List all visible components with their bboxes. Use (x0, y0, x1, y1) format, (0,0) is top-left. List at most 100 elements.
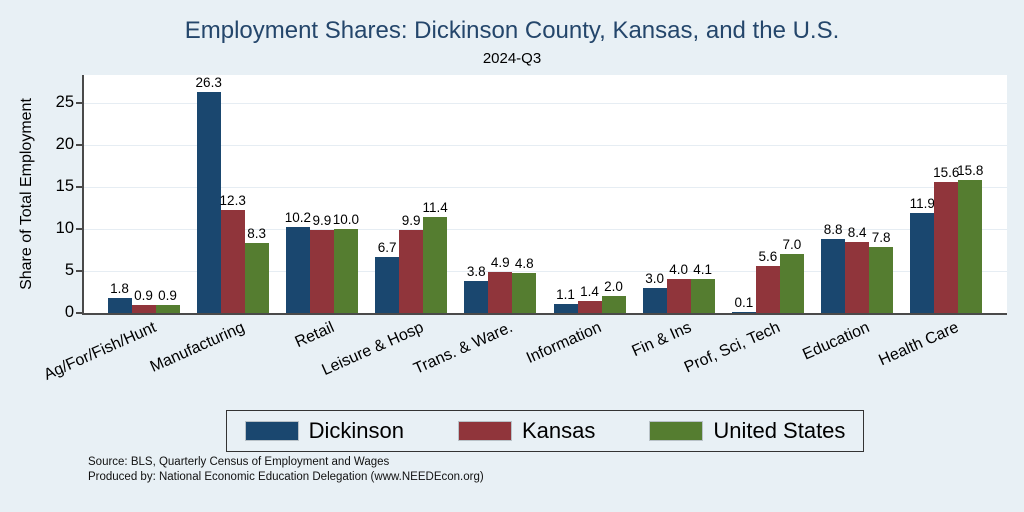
bar-value-label: 10.2 (284, 210, 312, 225)
bar-value-label: 5.6 (758, 249, 778, 264)
bar-value-label: 7.0 (782, 237, 802, 252)
x-tick-label: Education (800, 319, 873, 364)
y-tick-mark (76, 144, 83, 146)
x-tick-label: Manufacturing (148, 319, 248, 376)
gridline (83, 186, 1007, 188)
bar-united-states (779, 254, 804, 313)
bar-united-states (244, 243, 269, 313)
bar-dickinson (553, 304, 578, 313)
legend-item: United States (649, 418, 845, 444)
bar-kansas (131, 305, 156, 313)
legend-swatch (649, 421, 704, 441)
legend-swatch (457, 421, 512, 441)
bar-united-states (869, 247, 894, 313)
x-axis-line (82, 313, 1007, 315)
gridline (83, 270, 1007, 272)
bar-value-label: 9.9 (312, 213, 332, 228)
bar-value-label: 2.0 (604, 279, 623, 294)
bar-kansas (755, 266, 780, 313)
y-tick-mark (76, 186, 83, 188)
legend-label: Kansas (521, 418, 596, 443)
bar-kansas (577, 301, 602, 313)
x-tick-label: Ag/For/Fish/Hunt (41, 319, 159, 384)
bar-dickinson (196, 92, 221, 313)
y-tick-label: 25 (55, 93, 74, 111)
bar-united-states (155, 305, 180, 313)
bar-united-states (958, 180, 983, 313)
bar-value-label: 1.4 (580, 284, 599, 299)
footer-notes: Source: BLS, Quarterly Census of Employm… (88, 455, 484, 484)
legend-label: United States (713, 418, 846, 443)
bar-value-label: 12.3 (219, 193, 246, 208)
bar-value-label: 0.1 (734, 295, 754, 310)
y-tick-mark (76, 228, 83, 230)
bar-kansas (309, 230, 334, 313)
bar-dickinson (375, 257, 400, 313)
bar-united-states (690, 279, 715, 313)
bar-value-label: 8.8 (823, 222, 843, 237)
bar-kansas (220, 210, 245, 313)
bar-kansas (488, 272, 513, 313)
legend-item: Dickinson (244, 418, 404, 444)
bar-dickinson (910, 213, 935, 313)
bar-value-label: 26.3 (195, 75, 222, 90)
bar-kansas (934, 182, 959, 313)
bar-value-label: 15.6 (933, 165, 960, 180)
y-tick-label: 5 (64, 261, 74, 279)
bar-dickinson (285, 227, 310, 313)
bar-value-label: 11.9 (909, 196, 935, 211)
bar-value-label: 6.7 (377, 240, 397, 255)
legend-box: Dickinson Kansas United States (225, 410, 865, 452)
bar-kansas (845, 242, 870, 313)
bar-value-label: 15.8 (957, 163, 984, 178)
bar-value-label: 4.0 (669, 262, 689, 277)
y-tick-label: 20 (55, 135, 74, 153)
bar-united-states (423, 217, 448, 313)
bar-value-label: 11.4 (422, 200, 448, 215)
bar-united-states (601, 296, 626, 313)
bar-value-label: 9.9 (401, 213, 421, 228)
bar-value-label: 3.0 (645, 271, 665, 286)
bar-value-label: 3.8 (466, 264, 486, 279)
bar-dickinson (642, 288, 667, 313)
gridline (83, 228, 1007, 230)
x-tick-label: Fin & Ins (629, 319, 694, 361)
x-tick-label: Health Care (876, 319, 962, 370)
y-tick-mark (76, 312, 83, 314)
legend-item: Kansas (457, 418, 596, 444)
gridline (83, 144, 1007, 146)
gridline (83, 102, 1007, 104)
legend: Dickinson Kansas United States (83, 410, 1007, 452)
bar-dickinson (821, 239, 846, 313)
y-axis-line (82, 75, 84, 313)
bar-kansas (399, 230, 424, 313)
chart-title: Employment Shares: Dickinson County, Kan… (184, 17, 840, 44)
produced-note: Produced by: National Economic Education… (88, 470, 484, 483)
chart-subtitle: 2024-Q3 (482, 50, 542, 67)
bar-united-states (333, 229, 358, 313)
bar-value-label: 4.8 (514, 256, 534, 271)
bar-dickinson (731, 312, 756, 313)
source-note: Source: BLS, Quarterly Census of Employm… (88, 456, 390, 468)
bar-value-label: 4.9 (490, 255, 510, 270)
bar-value-label: 10.0 (332, 212, 360, 227)
bar-dickinson (464, 281, 489, 313)
bar-united-states (512, 273, 537, 313)
y-tick-mark (76, 270, 83, 272)
y-tick-label: 0 (64, 303, 74, 321)
bar-value-label: 4.1 (693, 262, 713, 277)
x-tick-label: Prof, Sci, Tech (681, 319, 783, 377)
bar-value-label: 7.8 (871, 230, 891, 245)
bar-value-label: 1.1 (556, 287, 575, 302)
bar-value-label: 8.4 (847, 225, 867, 240)
bar-kansas (666, 279, 691, 313)
y-tick-label: 10 (55, 219, 74, 237)
y-tick-label: 15 (55, 177, 74, 195)
x-tick-label: Trans. & Ware. (411, 319, 516, 378)
bar-value-label: 0.9 (134, 288, 153, 303)
plot-area: 1.8 0.9 0.9 26.3 12.3 8.3 10.2 9.9 10.0 6.7 9.9 11.… (83, 75, 1007, 313)
bar-value-label: 1.8 (110, 281, 129, 296)
x-tick-label: Information (524, 319, 605, 368)
legend-label: Dickinson (308, 418, 404, 443)
